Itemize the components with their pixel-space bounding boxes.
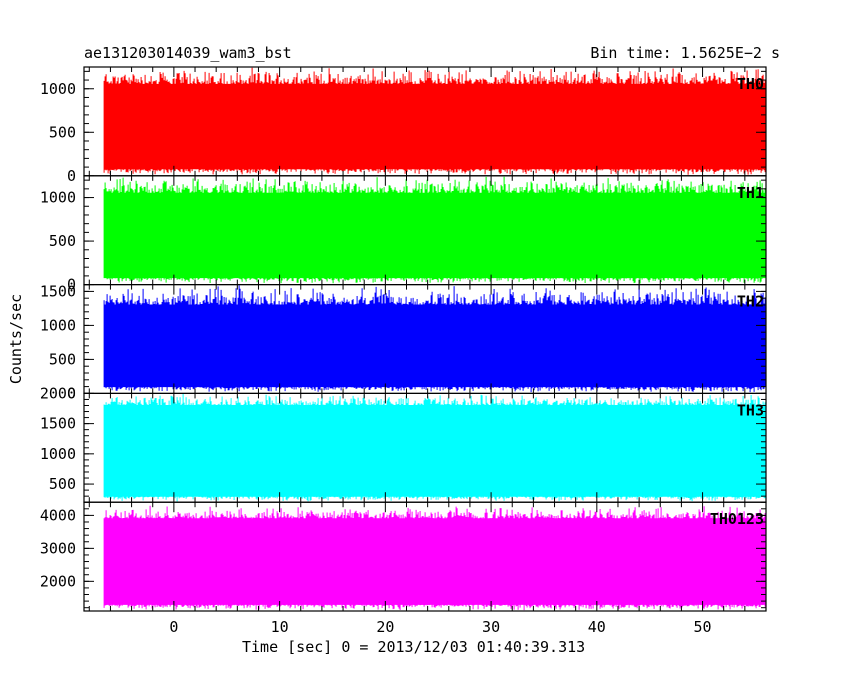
bin-time-label: Bin time: 1.5625E−2 s xyxy=(590,44,780,62)
y-tick-label: 1000 xyxy=(40,445,76,463)
y-tick-label: 500 xyxy=(49,123,76,141)
x-axis-label: Time [sec] 0 = 2013/12/03 01:40:39.313 xyxy=(242,638,586,656)
chart-title: ae131203014039_wam3_bst xyxy=(84,44,292,62)
y-tick-label: 2000 xyxy=(40,572,76,590)
x-tick-label: 0 xyxy=(169,618,178,636)
y-tick-label: 1500 xyxy=(40,282,76,300)
x-tick-label: 30 xyxy=(482,618,500,636)
y-tick-label: 1000 xyxy=(40,189,76,207)
y-tick-label: 1000 xyxy=(40,80,76,98)
series-th0123 xyxy=(103,505,767,611)
y-tick-label: 2000 xyxy=(40,384,76,402)
y-tick-label: 0 xyxy=(67,384,76,402)
x-tick-label: 20 xyxy=(376,618,394,636)
y-tick-label: 4000 xyxy=(40,506,76,524)
x-tick-label: 40 xyxy=(588,618,606,636)
series-label: TH1 xyxy=(737,184,764,202)
x-tick-label: 10 xyxy=(271,618,289,636)
series-label: TH2 xyxy=(737,293,764,311)
y-tick-label: 1500 xyxy=(40,415,76,433)
series-label: TH0123 xyxy=(710,510,764,528)
series-th1 xyxy=(103,176,767,284)
x-tick-label: 50 xyxy=(694,618,712,636)
y-tick-label: 500 xyxy=(49,232,76,250)
y-tick-label: 0 xyxy=(67,276,76,294)
y-tick-label: 500 xyxy=(49,475,76,493)
y-tick-label: 500 xyxy=(49,350,76,368)
series-label: TH0 xyxy=(737,75,764,93)
series-th0 xyxy=(103,67,767,175)
series-th2 xyxy=(103,284,767,393)
panel-frame xyxy=(83,501,767,612)
series-label: TH3 xyxy=(737,401,764,419)
y-tick-label: 0 xyxy=(67,167,76,185)
series-th3 xyxy=(103,393,767,502)
y-tick-label: 3000 xyxy=(40,539,76,557)
y-tick-label: 1000 xyxy=(40,316,76,334)
